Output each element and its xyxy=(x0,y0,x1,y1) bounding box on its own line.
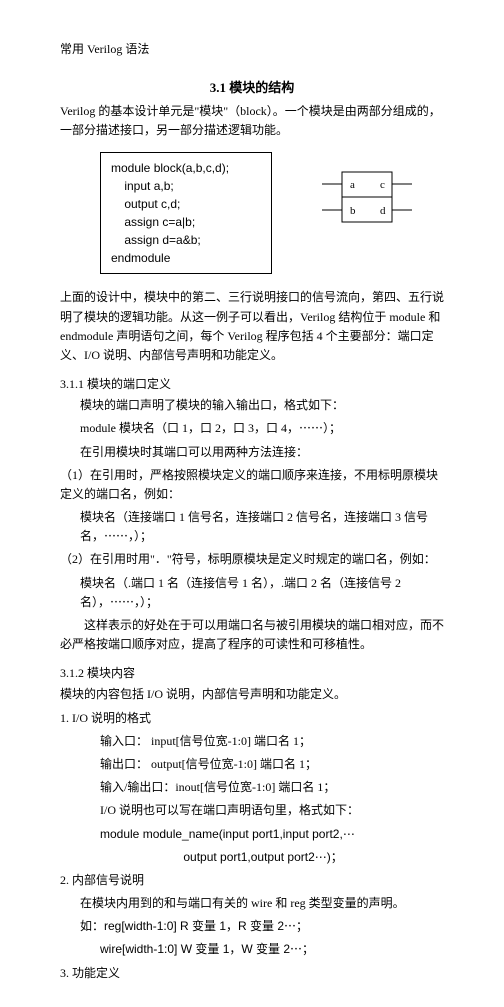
s312-intro: 模块的内容包括 I/O 说明，内部信号声明和功能定义。 xyxy=(60,685,444,704)
s312-item1-title: 1. I/O 说明的格式 xyxy=(60,709,444,728)
code-line: output c,d; xyxy=(111,195,261,213)
document-page: 常用 Verilog 语法 3.1 模块的结构 Verilog 的基本设计单元是… xyxy=(0,0,504,1007)
io-inout-line: 输入/输出口：inout[信号位宽-1:0] 端口名 1； xyxy=(60,778,444,797)
s312-item3-title: 3. 功能定义 xyxy=(60,964,444,983)
s311-item1a: （1）在引用时，严格按照模块定义的端口顺序来连接，不用标明原模块定义的端口名，例… xyxy=(60,466,444,504)
circuit-diagram: a c b d xyxy=(312,162,422,242)
io-output-line: 输出口： output[信号位宽-1:0] 端口名 1； xyxy=(60,755,444,774)
after-diagram-paragraph: 上面的设计中，模块中的第二、三行说明接口的信号流向，第四、五行说明了模块的逻辑功… xyxy=(60,288,444,365)
circuit-label-b: b xyxy=(350,205,356,217)
diagram-row: module block(a,b,c,d); input a,b; output… xyxy=(60,152,444,274)
circuit-label-d: d xyxy=(380,205,386,217)
s311-line: 在引用模块时其端口可以用两种方法连接： xyxy=(60,443,444,462)
s311-item2b: 模块名（.端口 1 名（连接信号 1 名），.端口 2 名（连接信号 2 名），… xyxy=(60,574,444,612)
s311-tail: 这样表示的好处在于可以用端口名与被引用模块的端口相对应，而不必严格按端口顺序对应… xyxy=(60,616,444,654)
code-line: assign d=a&b; xyxy=(111,231,261,249)
subsection-312-title: 3.1.2 模块内容 xyxy=(60,664,444,681)
s312-item2-title: 2. 内部信号说明 xyxy=(60,871,444,890)
s312-item2-ex1: 如：reg[width-1:0] R 变量 1，R 变量 2⋯； xyxy=(60,917,444,936)
intro-paragraph: Verilog 的基本设计单元是"模块"（block）。一个模块是由两部分组成的… xyxy=(60,102,444,140)
s311-item1b: 模块名（连接端口 1 信号名，连接端口 2 信号名，连接端口 3 信号名，⋯⋯，… xyxy=(60,508,444,546)
code-line: module block(a,b,c,d); xyxy=(111,159,261,177)
code-line: endmodule xyxy=(111,249,261,267)
s311-line: 模块的端口声明了模块的输入输出口，格式如下： xyxy=(60,396,444,415)
code-line: assign c=a|b; xyxy=(111,213,261,231)
io-note-line: I/O 说明也可以写在端口声明语句里，格式如下： xyxy=(60,801,444,820)
s312-item2-ex2: wire[width-1:0] W 变量 1，W 变量 2⋯； xyxy=(60,940,444,959)
code-line: input a,b; xyxy=(111,177,261,195)
io-input-line: 输入口： input[信号位宽-1:0] 端口名 1； xyxy=(60,732,444,751)
s311-item2a: （2）在引用时用"．"符号，标明原模块是定义时规定的端口名，例如： xyxy=(60,550,444,569)
page-header: 常用 Verilog 语法 xyxy=(60,40,444,57)
code-block: module block(a,b,c,d); input a,b; output… xyxy=(100,152,272,274)
s311-line: module 模块名（口 1，口 2，口 3，口 4，⋯⋯）； xyxy=(60,419,444,438)
io-example-line: module module_name(input port1,input por… xyxy=(60,825,444,844)
circuit-label-a: a xyxy=(350,179,355,191)
circuit-label-c: c xyxy=(380,179,385,191)
subsection-311-title: 3.1.1 模块的端口定义 xyxy=(60,375,444,392)
section-title: 3.1 模块的结构 xyxy=(60,77,444,96)
io-example-line: output port1,output port2⋯)； xyxy=(60,848,444,867)
s312-item2-text: 在模块内用到的和与端口有关的 wire 和 reg 类型变量的声明。 xyxy=(60,894,444,913)
